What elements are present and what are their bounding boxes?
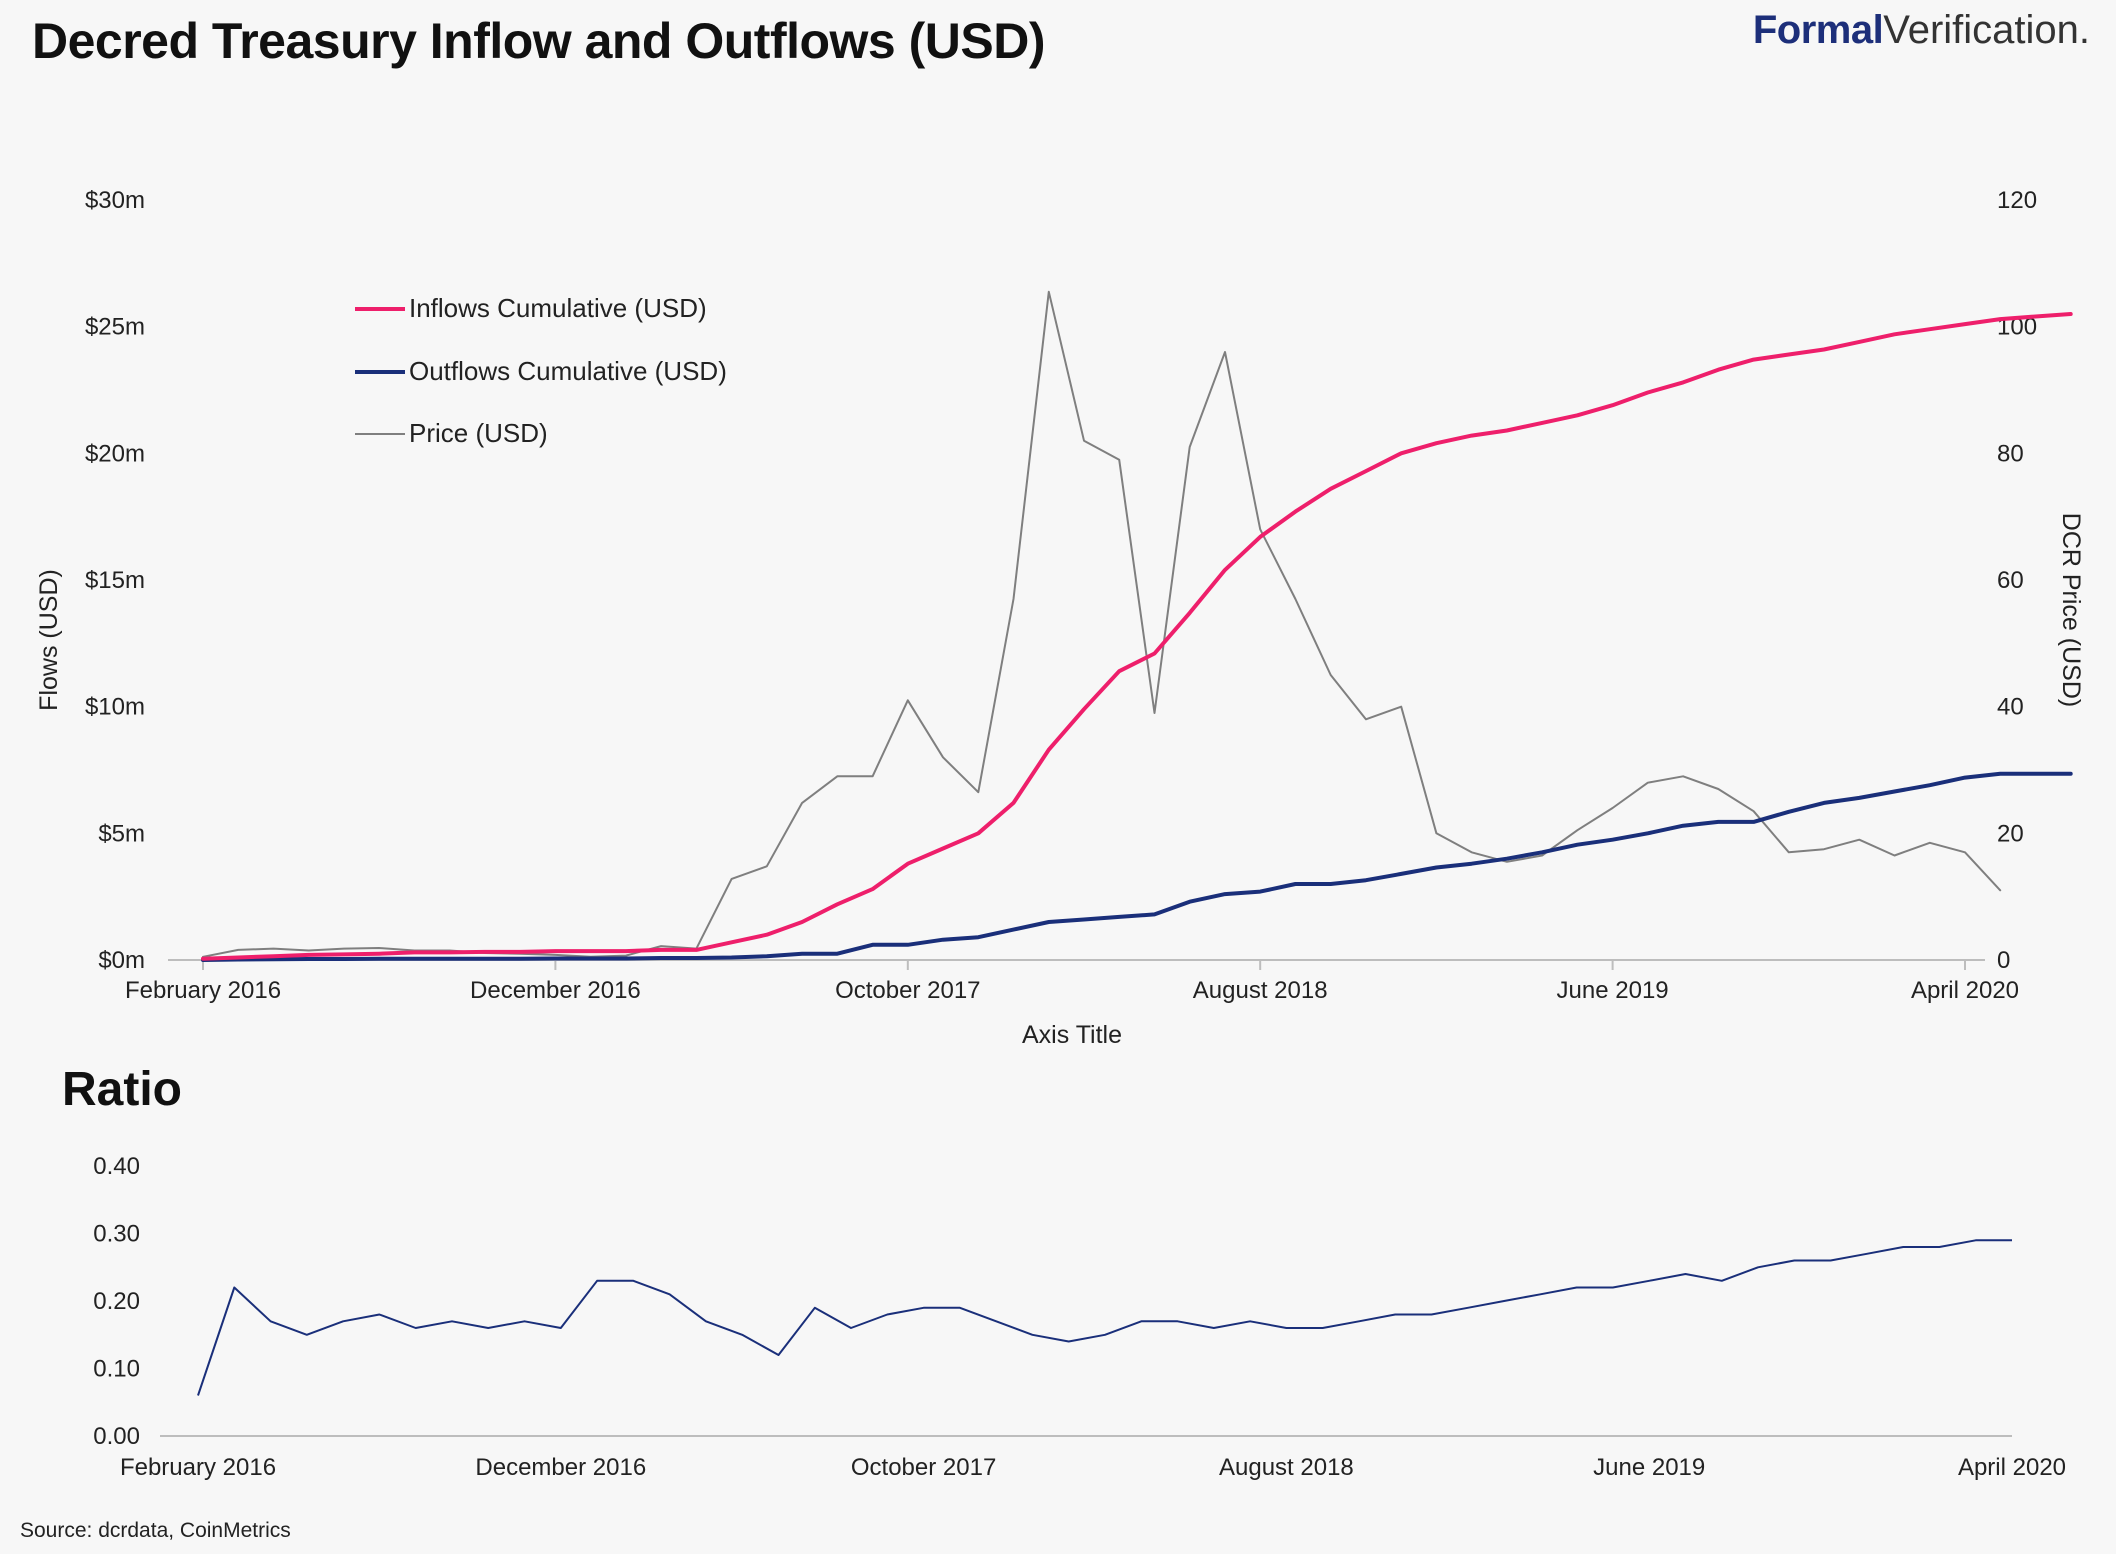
ratio-y-tick-label: 0.10 <box>93 1356 140 1383</box>
legend-item: Price (USD) <box>355 418 548 448</box>
y2-tick-label: 40 <box>1997 694 2024 721</box>
ratio-x-tick-label: October 2017 <box>851 1454 996 1481</box>
flows-chart: $0m$5m$10m$15m$20m$25m$30m02040608010012… <box>35 187 2085 1049</box>
ratio-x-tick-label: February 2016 <box>120 1454 276 1481</box>
y2-tick-label: 20 <box>1997 820 2024 847</box>
ratio-y-tick-label: 0.20 <box>93 1288 140 1315</box>
brand-bold-text: Formal <box>1752 8 1884 52</box>
y2-tick-label: 60 <box>1997 567 2024 594</box>
x-axis-title: Axis Title <box>1022 1021 1122 1049</box>
legend-label: Inflows Cumulative (USD) <box>409 293 707 323</box>
ratio-chart: 0.00 0.10 0.20 0.30 0.40 February 2016 Decembe… <box>93 1153 2066 1481</box>
y2-tick-label: 0 <box>1997 947 2010 974</box>
legend-label: Price (USD) <box>409 418 548 448</box>
y-tick-label: $15m <box>85 567 145 594</box>
chart-title: Decred Treasury Inflow and Outflows (USD… <box>32 13 1046 69</box>
legend-item: Outflows Cumulative (USD) <box>355 356 727 386</box>
price-series-line <box>202 290 2002 958</box>
ratio-x-tick-label: June 2019 <box>1593 1454 1705 1481</box>
y-axis-title: Flows (USD) <box>35 569 63 711</box>
y-tick-label: $10m <box>85 694 145 721</box>
x-tick-label: October 2017 <box>835 977 980 1004</box>
ratio-y-tick-label: 0.40 <box>93 1153 140 1180</box>
y2-tick-label: 80 <box>1997 440 2024 467</box>
ratio-y-tick-label: 0.30 <box>93 1221 140 1248</box>
y-tick-label: $5m <box>98 820 145 847</box>
y-tick-label: $0m <box>98 947 145 974</box>
y2-tick-label: 120 <box>1997 187 2037 214</box>
x-tick-label: February 2016 <box>125 977 281 1004</box>
legend-item: Inflows Cumulative (USD) <box>355 293 707 323</box>
source-note: Source: dcrdata, CoinMetrics <box>20 1519 291 1542</box>
ratio-title: Ratio <box>62 1063 182 1116</box>
ratio-series-line <box>197 1239 2012 1396</box>
outflow-series-line <box>201 771 2073 962</box>
ratio-y-tick-label: 0.00 <box>93 1423 140 1450</box>
brand-light-text: Verification. <box>1883 8 2090 52</box>
ratio-x-tick-label: August 2018 <box>1219 1454 1354 1481</box>
x-tick-label: June 2019 <box>1557 977 1669 1004</box>
brand-logo: FormalVerification. <box>1753 8 2090 53</box>
y2-axis-title: DCR Price (USD) <box>2057 513 2085 707</box>
x-tick-label: December 2016 <box>470 977 641 1004</box>
y-tick-label: $20m <box>85 440 145 467</box>
ratio-x-tick-label: April 2020 <box>1958 1454 2066 1481</box>
y-tick-label: $30m <box>85 187 145 214</box>
inflow-series-line <box>201 312 2073 961</box>
legend-label: Outflows Cumulative (USD) <box>409 356 727 386</box>
x-tick-label: April 2020 <box>1911 977 2019 1004</box>
x-tick-label: August 2018 <box>1193 977 1328 1004</box>
y-tick-label: $25m <box>85 314 145 341</box>
ratio-x-tick-label: December 2016 <box>475 1454 646 1481</box>
